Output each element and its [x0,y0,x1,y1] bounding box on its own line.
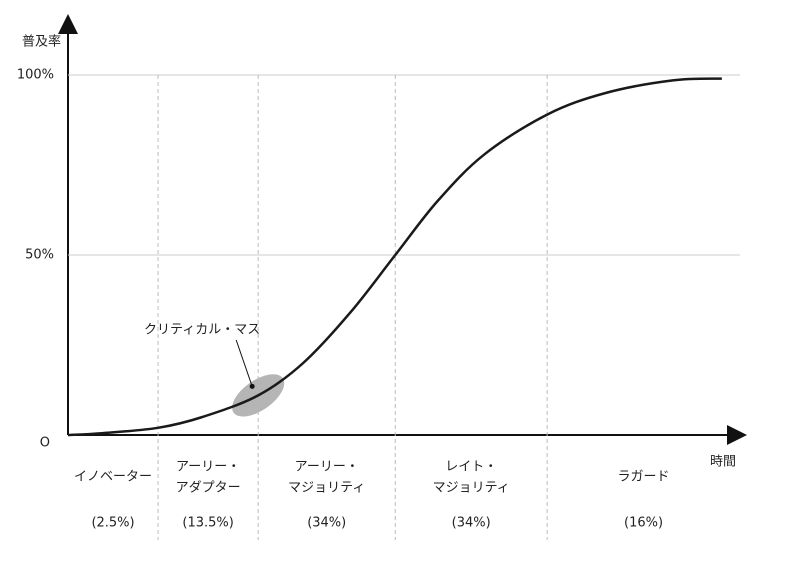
annotation-text: クリティカル・マス [144,323,260,338]
x-axis-label: 時間 [710,455,736,470]
segment-label: マジョリティ [433,481,510,496]
segment-label: レイト・ [445,460,497,475]
segment-share: (16%) [624,516,663,531]
adoption-curve [67,77,722,437]
segment-label: アダプター [176,481,241,496]
annotation-point [249,383,255,389]
segment-share: (2.5%) [91,516,134,531]
segment-label: ラガード [618,470,670,485]
y-tick-label: O [40,436,50,451]
segment-label: アーリー・ [295,460,359,475]
annotation-leader [235,339,253,387]
segment-label: イノベーター [74,470,152,485]
y-axis-label: 普及率 [22,34,61,50]
y-tick-label: 50% [25,248,54,263]
segment-label: マジョリティ [288,481,365,496]
segment-share: (34%) [452,516,491,531]
segment-share: (34%) [307,516,346,531]
segment-share: (13.5%) [182,516,233,531]
segment-label: アーリー・ [176,460,240,475]
y-tick-label: 100% [17,68,54,83]
